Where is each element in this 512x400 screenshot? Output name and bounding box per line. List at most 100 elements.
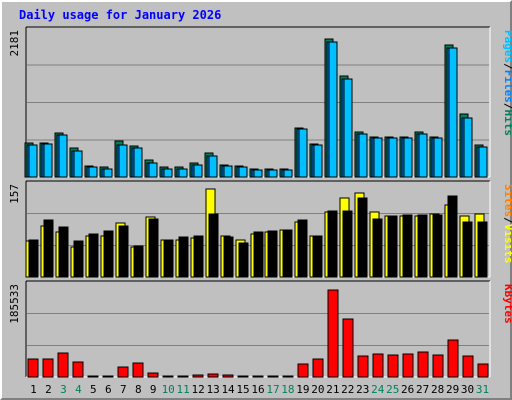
- bar-kbytes-day-7: [117, 366, 129, 378]
- bar-pages-day-14: [223, 165, 233, 178]
- bar-sites-day-20: [312, 235, 323, 278]
- bar-sites-day-10: [163, 239, 174, 278]
- x-tick-day-23: 23: [356, 383, 369, 396]
- side-legend-middle: Sites/Visits: [502, 184, 512, 264]
- bar-kbytes-day-2: [42, 358, 54, 378]
- bar-kbytes-day-27: [417, 351, 429, 378]
- bar-pages-day-7: [118, 144, 128, 178]
- x-tick-day-26: 26: [401, 383, 414, 396]
- panel-middle: 157 Sites/Visits: [8, 180, 512, 278]
- legend-label: /: [502, 103, 512, 110]
- bar-pages-day-25: [388, 137, 398, 178]
- x-tick-day-10: 10: [162, 383, 175, 396]
- chart-panels: 2181Pages/Files/Hits157Sites/Visits18553…: [8, 26, 512, 378]
- x-tick-day-6: 6: [105, 383, 112, 396]
- bar-sites-day-2: [43, 219, 54, 278]
- legend-label: KBytes: [502, 284, 512, 324]
- bar-kbytes-day-3: [57, 352, 69, 378]
- bar-sites-day-7: [118, 225, 129, 278]
- bar-pages-day-30: [463, 117, 473, 178]
- bar-sites-day-9: [148, 218, 159, 278]
- bar-pages-day-27: [418, 133, 428, 178]
- bar-sites-day-18: [282, 229, 293, 278]
- bar-pages-day-31: [478, 146, 488, 178]
- side-legend-bottom: KBytes: [502, 284, 512, 324]
- bar-sites-day-8: [133, 245, 144, 278]
- bar-sites-day-30: [462, 221, 473, 278]
- bar-pages-day-9: [148, 162, 158, 178]
- bar-pages-day-15: [238, 166, 248, 178]
- bar-sites-day-12: [193, 235, 204, 278]
- legend-label: /: [502, 63, 512, 70]
- bar-pages-day-16: [253, 169, 263, 178]
- bar-kbytes-day-24: [372, 353, 384, 378]
- legend-label: Visits: [502, 224, 512, 264]
- bar-pages-day-23: [358, 133, 368, 178]
- bar-sites-day-28: [432, 214, 443, 278]
- x-tick-day-29: 29: [446, 383, 459, 396]
- bar-sites-day-23: [357, 197, 368, 278]
- x-tick-day-16: 16: [251, 383, 264, 396]
- x-axis-day-labels: 1 2 3 4 5 6 7 8 9 10 11 12 13 14 15 16 17 18 19 20 21 22 23 24 2…: [30, 383, 489, 396]
- bar-kbytes-day-4: [72, 361, 84, 378]
- bar-pages-day-18: [283, 169, 293, 178]
- bar-kbytes-day-6: [102, 375, 114, 378]
- bar-pages-day-26: [403, 137, 413, 178]
- bar-pages-day-28: [433, 137, 443, 178]
- bar-kbytes-day-8: [132, 362, 144, 378]
- bar-pages-day-11: [178, 168, 188, 178]
- x-tick-day-15: 15: [236, 383, 249, 396]
- bar-pages-day-2: [43, 143, 53, 178]
- bar-kbytes-day-28: [432, 354, 444, 378]
- bar-kbytes-day-16: [252, 375, 264, 378]
- bar-kbytes-day-13: [207, 373, 219, 378]
- bar-pages-day-8: [133, 147, 143, 178]
- bar-sites-day-21: [327, 210, 338, 278]
- bar-kbytes-day-1: [27, 358, 39, 378]
- bar-kbytes-day-30: [462, 355, 474, 378]
- bar-kbytes-day-11: [177, 375, 189, 378]
- x-tick-day-3: 3: [60, 383, 67, 396]
- legend-label: /: [502, 217, 512, 224]
- bar-sites-day-24: [372, 218, 383, 278]
- x-tick-day-28: 28: [431, 383, 444, 396]
- x-tick-day-8: 8: [135, 383, 142, 396]
- bar-kbytes-day-12: [192, 374, 204, 378]
- bar-sites-day-5: [88, 233, 99, 278]
- bar-kbytes-day-5: [87, 375, 99, 378]
- bar-sites-day-19: [297, 219, 308, 278]
- bar-sites-day-4: [73, 240, 84, 278]
- bar-kbytes-day-29: [447, 339, 459, 378]
- bar-sites-day-25: [387, 215, 398, 278]
- bar-sites-day-16: [253, 231, 264, 278]
- x-tick-day-12: 12: [192, 383, 205, 396]
- bar-sites-day-27: [417, 214, 428, 278]
- x-tick-day-14: 14: [221, 383, 235, 396]
- bar-sites-day-22: [342, 210, 353, 278]
- side-legend-top: Pages/Files/Hits: [502, 30, 512, 136]
- x-tick-day-17: 17: [266, 383, 279, 396]
- bar-sites-day-11: [178, 236, 189, 278]
- x-tick-day-31: 31: [476, 383, 489, 396]
- bar-sites-day-6: [103, 230, 114, 278]
- bar-pages-day-12: [193, 164, 203, 178]
- x-tick-day-25: 25: [386, 383, 399, 396]
- bar-kbytes-day-9: [147, 372, 159, 378]
- bar-sites-day-14: [223, 236, 234, 278]
- bar-kbytes-day-18: [282, 375, 294, 378]
- bar-sites-day-3: [58, 226, 69, 278]
- bar-sites-day-26: [402, 214, 413, 278]
- bar-kbytes-day-10: [162, 375, 174, 378]
- bar-sites-day-13: [208, 213, 219, 278]
- chart-title: Daily usage for January 2026: [19, 8, 221, 22]
- bar-sites-day-15: [238, 242, 249, 278]
- x-tick-day-4: 4: [75, 383, 82, 396]
- bar-pages-day-4: [73, 150, 83, 178]
- y-axis-max-label: 2181: [8, 30, 21, 57]
- bar-sites-day-17: [267, 230, 278, 278]
- bar-kbytes-day-23: [357, 355, 369, 378]
- bar-kbytes-day-21: [327, 289, 339, 378]
- bar-kbytes-day-17: [267, 375, 279, 378]
- y-axis-max-label: 157: [8, 184, 21, 204]
